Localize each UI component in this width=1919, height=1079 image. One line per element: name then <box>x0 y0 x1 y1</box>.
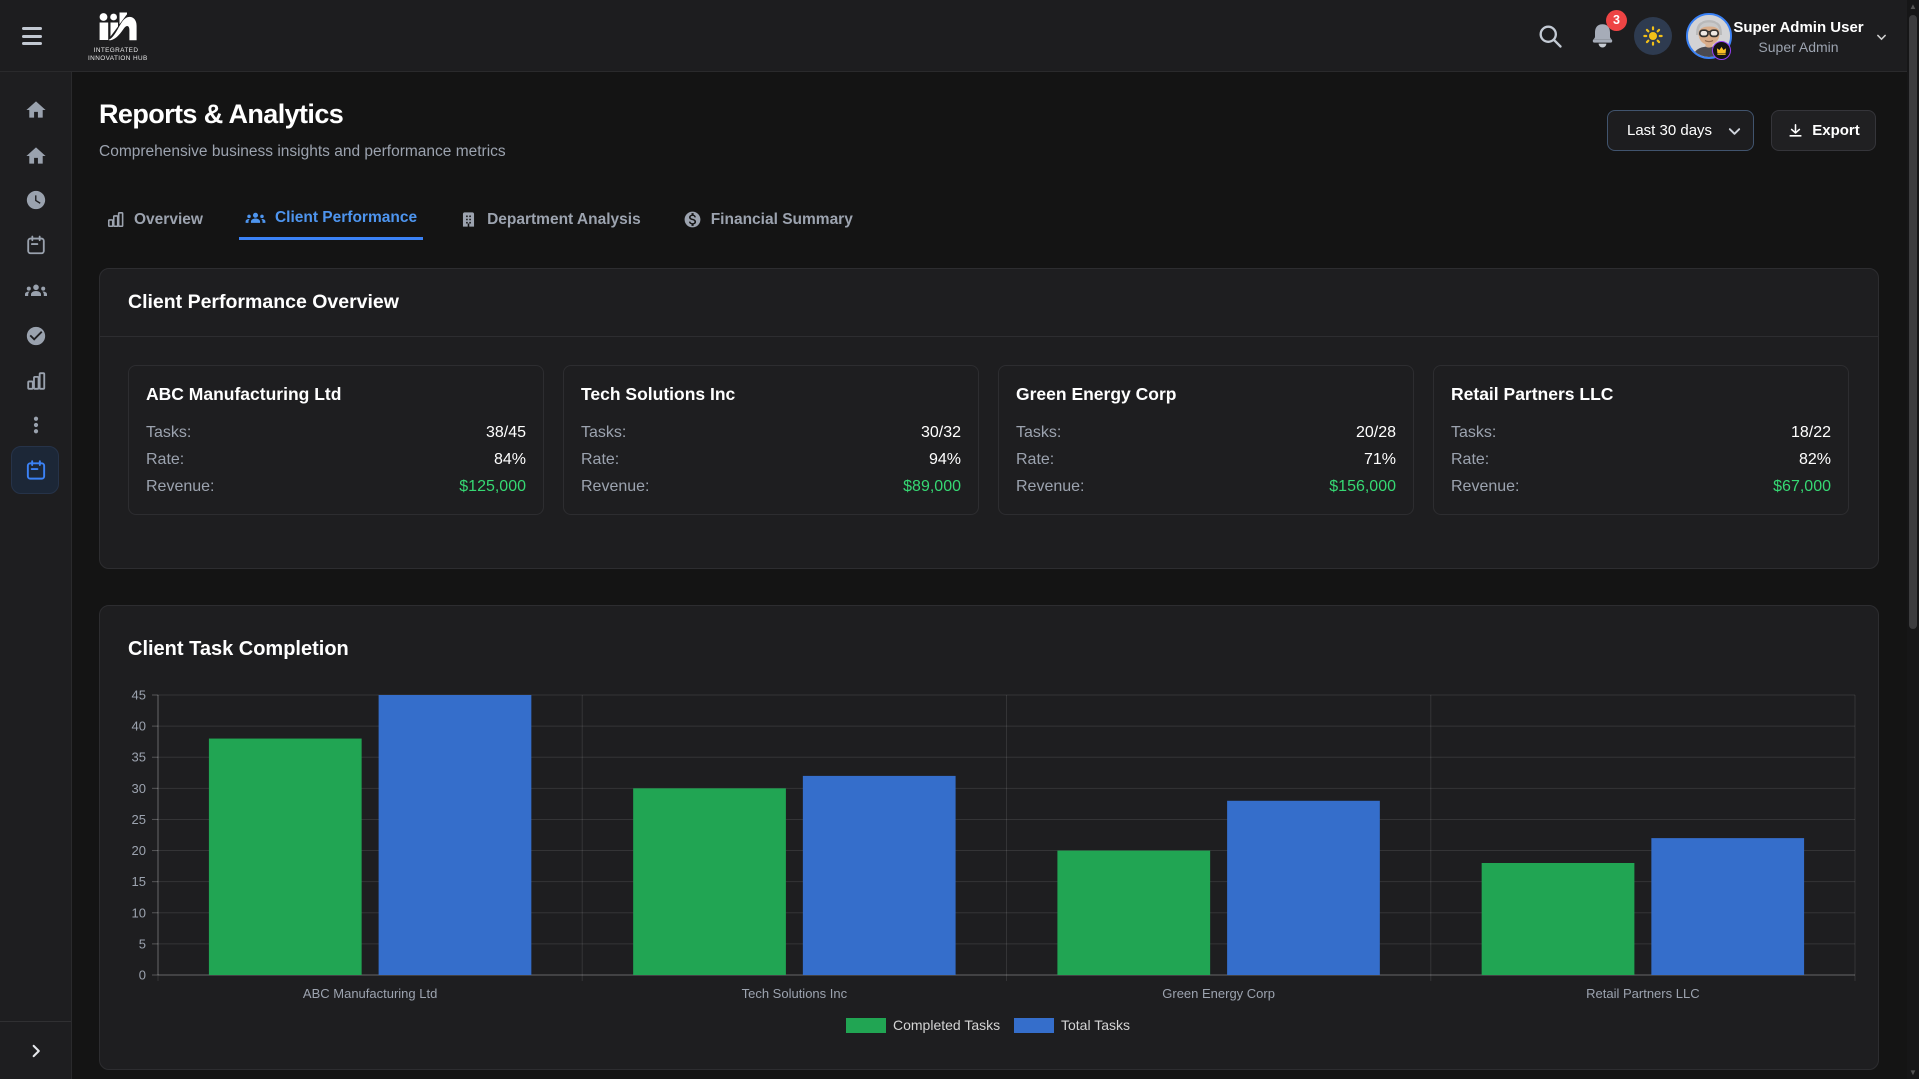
svg-text:40: 40 <box>132 719 146 734</box>
svg-text:45: 45 <box>132 688 146 703</box>
svg-text:10: 10 <box>132 905 146 920</box>
svg-text:Tech Solutions Inc: Tech Solutions Inc <box>742 986 848 1001</box>
svg-text:Completed Tasks: Completed Tasks <box>893 1017 1000 1033</box>
svg-text:Retail Partners LLC: Retail Partners LLC <box>1586 986 1699 1001</box>
svg-text:0: 0 <box>139 968 146 983</box>
svg-text:15: 15 <box>132 874 146 889</box>
svg-text:ABC Manufacturing Ltd: ABC Manufacturing Ltd <box>303 986 437 1001</box>
svg-text:5: 5 <box>139 936 146 951</box>
svg-text:25: 25 <box>132 812 146 827</box>
svg-text:30: 30 <box>132 781 146 796</box>
svg-text:20: 20 <box>132 843 146 858</box>
svg-text:Green Energy Corp: Green Energy Corp <box>1162 986 1275 1001</box>
svg-text:Total Tasks: Total Tasks <box>1061 1017 1130 1033</box>
svg-text:35: 35 <box>132 750 146 765</box>
